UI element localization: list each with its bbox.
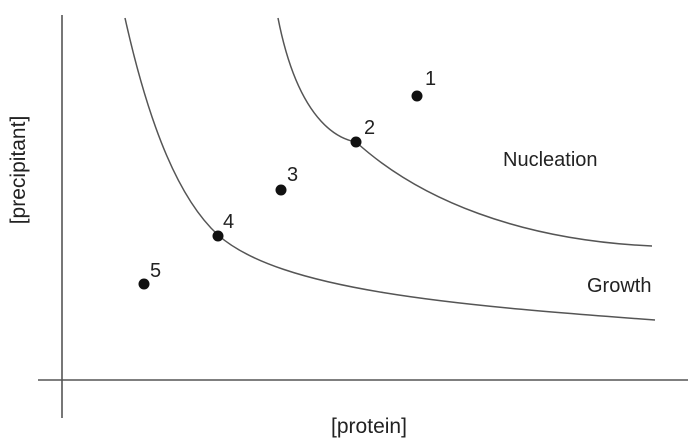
point-3-marker [275,184,287,196]
nucleation-region-label: Nucleation [503,149,598,171]
point-4-marker [212,230,224,242]
point-1-label: 1 [425,68,436,90]
solubility-curve [124,17,656,321]
point-3-label: 3 [287,164,298,186]
point-4-label: 4 [223,211,234,233]
point-2-label: 2 [364,117,375,139]
point-5-label: 5 [150,260,161,282]
point-2-marker [350,136,362,148]
point-5-marker [138,278,150,290]
x-axis-label: [protein] [331,415,407,438]
growth-region-label: Growth [587,275,651,297]
nucleation-boundary-curve [277,17,653,247]
y-axis-label: [precipitant] [7,116,30,225]
point-1-marker [411,90,423,102]
